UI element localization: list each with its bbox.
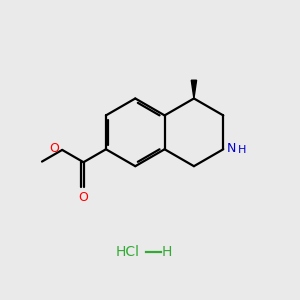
Text: H: H	[162, 244, 172, 259]
Polygon shape	[191, 80, 196, 98]
Text: O: O	[49, 142, 59, 155]
Text: HCl: HCl	[116, 244, 140, 259]
Text: O: O	[78, 191, 88, 204]
Text: N: N	[227, 142, 236, 154]
Text: H: H	[238, 146, 246, 155]
